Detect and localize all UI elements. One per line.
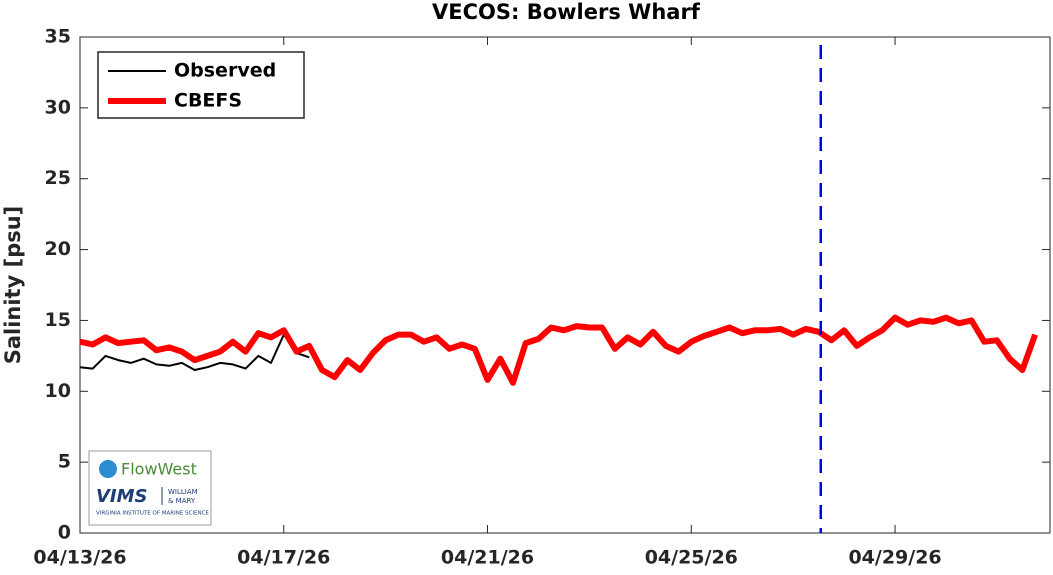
y-tick-label: 15 xyxy=(45,309,71,331)
legend-box xyxy=(97,51,305,119)
y-axis-label: Salinity [psu] xyxy=(1,206,25,365)
chart-title: VECOS: Bowlers Wharf xyxy=(432,0,701,24)
y-tick-label: 10 xyxy=(45,380,71,402)
logo: FlowWest VIMS WILLIAM & MARY VIRGINIA IN… xyxy=(88,450,212,526)
logo-text: VIMS xyxy=(96,486,148,507)
y-tick-label: 20 xyxy=(45,238,71,260)
y-tick-label: 35 xyxy=(45,26,71,48)
y-tick-label: 25 xyxy=(45,167,71,189)
x-tick-label: 04/17/26 xyxy=(237,547,330,569)
y-tick-label: 30 xyxy=(45,96,71,118)
legend-label: Observed xyxy=(174,60,276,82)
x-tick-label: 04/21/26 xyxy=(441,547,534,569)
logo-text: WILLIAM xyxy=(168,488,198,496)
y-tick-label: 0 xyxy=(58,522,71,544)
x-tick-label: 04/25/26 xyxy=(645,547,738,569)
y-tick-label: 5 xyxy=(58,451,71,473)
legend-label: CBEFS xyxy=(174,90,242,112)
series-line xyxy=(79,333,310,371)
plot-area xyxy=(79,36,1051,534)
series-line xyxy=(79,314,1038,386)
logo-text: FlowWest xyxy=(121,460,197,479)
x-tick-label: 04/13/26 xyxy=(33,547,126,569)
logo-text: & MARY xyxy=(168,497,196,505)
x-tick-label: 04/29/26 xyxy=(848,547,941,569)
logo-text: VIRGINIA INSTITUTE OF MARINE SCIENCE xyxy=(96,511,209,517)
logo-icon xyxy=(99,460,117,478)
